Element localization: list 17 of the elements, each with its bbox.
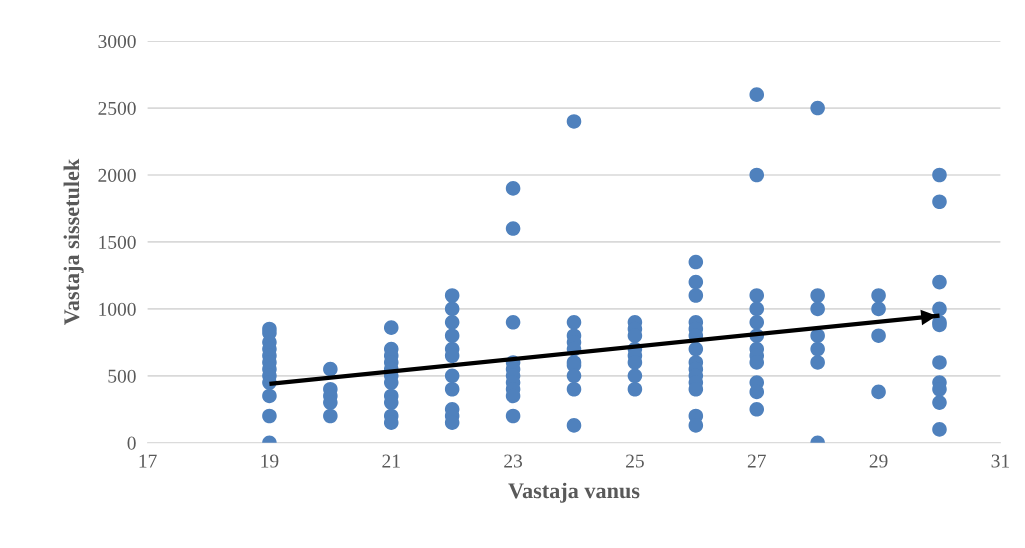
x-tick-label: 23: [504, 454, 523, 468]
x-tick-label: 27: [747, 454, 766, 468]
x-tick-label: 17: [139, 454, 157, 468]
x-tick-label: 29: [869, 454, 888, 468]
x-tick-label: 25: [626, 454, 644, 468]
x-tick-label: 19: [261, 454, 279, 468]
x-tick-label: 31: [991, 454, 1009, 468]
x-axis-title: Vastaja vanus: [508, 482, 640, 503]
y-tick-label: 1000: [99, 302, 136, 316]
y-axis-title: Vastaja sissetulek: [63, 158, 84, 325]
y-tick-label: 500: [108, 369, 136, 383]
x-tick-label: 21: [382, 454, 400, 468]
y-tick-label: 1500: [99, 235, 136, 249]
y-tick-label: 2000: [98, 168, 136, 182]
y-tick-label: 0: [127, 436, 136, 450]
y-tick-label: 3000: [98, 34, 136, 49]
y-tick-label: 2500: [98, 101, 136, 115]
